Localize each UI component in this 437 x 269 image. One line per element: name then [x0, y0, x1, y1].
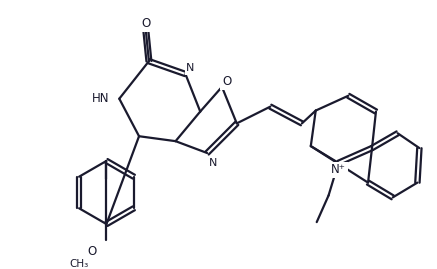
Text: N: N	[209, 158, 217, 168]
Text: O: O	[141, 17, 151, 30]
Text: CH₃: CH₃	[69, 259, 88, 268]
Text: O: O	[222, 75, 232, 89]
Text: N⁺: N⁺	[331, 163, 346, 176]
Text: HN: HN	[92, 92, 109, 105]
Text: N: N	[186, 63, 194, 73]
Text: O: O	[87, 245, 96, 258]
